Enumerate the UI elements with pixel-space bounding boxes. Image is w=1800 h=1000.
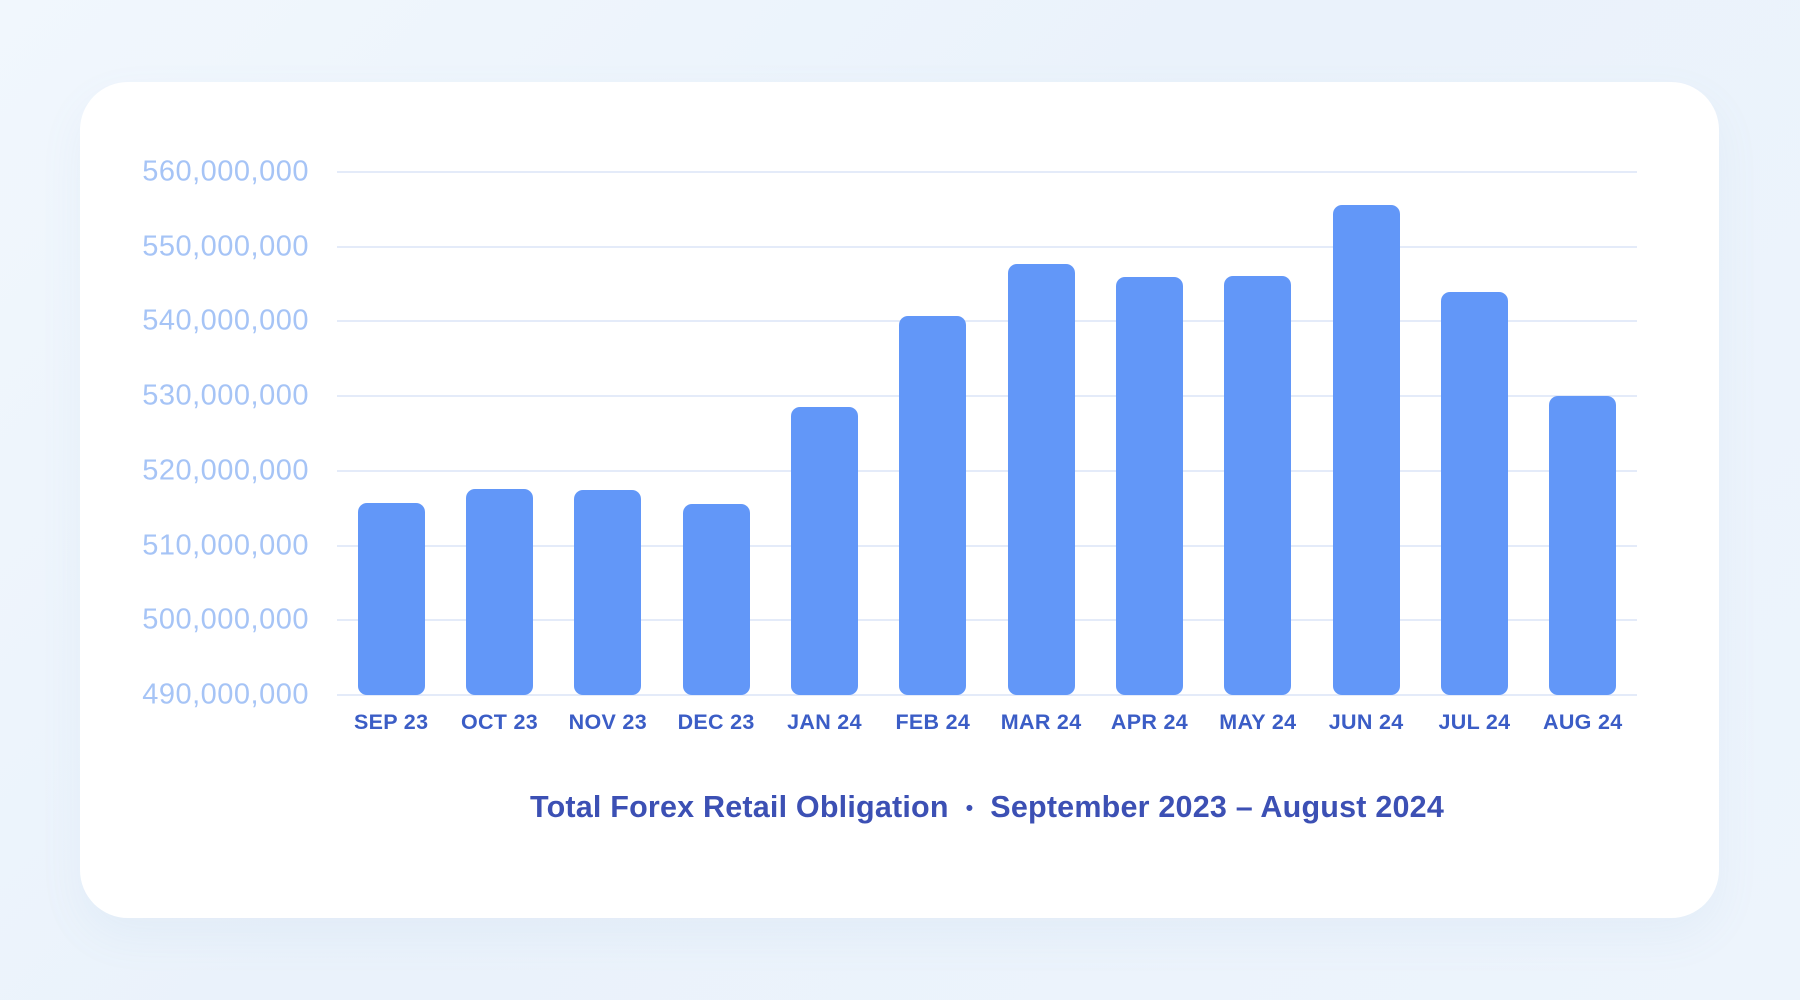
chart-subtitle: September 2023 – August 2024 xyxy=(990,790,1444,824)
bar-jul-24 xyxy=(1440,291,1508,695)
bar-slot xyxy=(987,172,1095,695)
gridline xyxy=(337,320,1637,323)
bar-slot xyxy=(662,172,770,695)
x-axis-tick-label: DEC 23 xyxy=(677,710,755,734)
bar-dec-23 xyxy=(682,503,750,695)
chart-title-separator: • xyxy=(965,796,974,820)
bar-feb-24 xyxy=(899,316,967,695)
x-axis-tick-label: FEB 24 xyxy=(895,710,971,734)
bar-jun-24 xyxy=(1332,204,1400,695)
y-axis-tick-label: 540,000,000 xyxy=(142,304,309,337)
chart-caption: Total Forex Retail Obligation • Septembe… xyxy=(337,790,1637,825)
bar-slot xyxy=(1204,172,1312,695)
gridline xyxy=(337,469,1637,472)
bar-may-24 xyxy=(1224,275,1292,695)
x-axis: SEP 23 OCT 23 NOV 23 DEC 23 JAN 24 FEB 24 MAR … xyxy=(337,710,1637,735)
x-axis-tick-label: JUN 24 xyxy=(1328,710,1404,734)
gridline xyxy=(337,395,1637,398)
x-axis-tick-label: SEP 23 xyxy=(354,710,429,734)
x-axis-tick-label: MAR 24 xyxy=(1000,710,1082,734)
bar-slot xyxy=(337,172,445,695)
chart-title: Total Forex Retail Obligation xyxy=(530,790,949,824)
bar-slot xyxy=(1529,172,1637,695)
x-axis-tick-label: JAN 24 xyxy=(787,710,862,734)
bar-slot xyxy=(1420,172,1528,695)
x-axis-tick-label: APR 24 xyxy=(1110,710,1188,734)
bar-slot xyxy=(770,172,878,695)
x-axis-tick-label: AUG 24 xyxy=(1543,710,1623,734)
bar-jan-24 xyxy=(790,406,858,695)
bar-series xyxy=(337,172,1637,695)
x-axis-tick-label: OCT 23 xyxy=(460,710,539,734)
bar-slot xyxy=(554,172,662,695)
gridline xyxy=(337,171,1637,173)
x-axis-tick-label: NOV 23 xyxy=(568,710,647,734)
plot-area xyxy=(337,171,1637,696)
y-axis-tick-label: 500,000,000 xyxy=(142,603,309,636)
y-axis: 560,000,000 550,000,000 540,000,000 530,000… xyxy=(80,156,309,711)
bar-sep-23 xyxy=(357,502,425,695)
gridline xyxy=(337,245,1637,248)
bar-slot xyxy=(1312,172,1420,695)
gridline xyxy=(337,694,1637,696)
bar-nov-23 xyxy=(574,490,642,695)
x-axis-tick-label: MAY 24 xyxy=(1219,710,1297,734)
bar-aug-24 xyxy=(1549,396,1617,695)
bar-slot xyxy=(445,172,553,695)
y-axis-tick-label: 530,000,000 xyxy=(142,379,309,412)
bar-oct-23 xyxy=(465,488,533,695)
y-axis-tick-label: 510,000,000 xyxy=(142,529,309,562)
gridline xyxy=(337,544,1637,547)
y-axis-tick-label: 550,000,000 xyxy=(142,230,309,263)
bar-slot xyxy=(1095,172,1203,695)
bar-mar-24 xyxy=(1007,263,1075,695)
gridline xyxy=(337,619,1637,622)
x-axis-tick-label: JUL 24 xyxy=(1438,710,1511,734)
bar-apr-24 xyxy=(1115,276,1183,695)
y-axis-tick-label: 490,000,000 xyxy=(142,678,309,711)
y-axis-tick-label: 520,000,000 xyxy=(142,454,309,487)
chart-card: 560,000,000 550,000,000 540,000,000 530,000… xyxy=(80,82,1719,918)
y-axis-tick-label: 560,000,000 xyxy=(142,155,309,188)
bar-slot xyxy=(879,172,987,695)
